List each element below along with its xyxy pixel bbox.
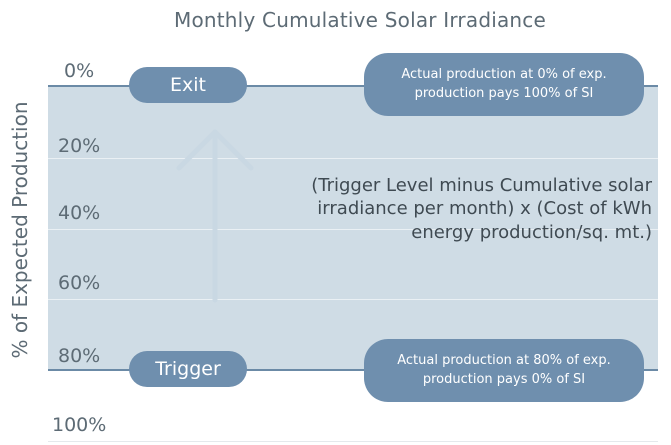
y-axis-label: % of Expected Production bbox=[8, 101, 32, 359]
tick-label-20: 20% bbox=[58, 135, 101, 157]
tick-label-80: 80% bbox=[58, 345, 101, 367]
tick-label-60: 60% bbox=[58, 272, 101, 294]
exit-note: Actual production at 0% of exp. producti… bbox=[364, 53, 644, 116]
trigger-pill: Trigger bbox=[129, 351, 247, 387]
tick-label-40: 40% bbox=[58, 202, 101, 224]
tick-label-100: 100% bbox=[52, 414, 107, 436]
formula-text: (Trigger Level minus Cumulative solar ir… bbox=[311, 175, 652, 243]
gridline-100 bbox=[48, 441, 658, 442]
exit-pill: Exit bbox=[129, 67, 247, 103]
up-arrow-icon bbox=[176, 129, 254, 303]
trigger-note: Actual production at 80% of exp. product… bbox=[364, 339, 644, 402]
trigger-line bbox=[48, 369, 658, 371]
gridline-60 bbox=[48, 299, 658, 300]
exit-line bbox=[48, 85, 658, 87]
gridline-40 bbox=[48, 229, 658, 230]
tick-label-0: 0% bbox=[64, 60, 95, 82]
gridline-20 bbox=[48, 158, 658, 159]
payout-band bbox=[48, 86, 658, 370]
diagram-title: Monthly Cumulative Solar Irradiance bbox=[174, 8, 546, 32]
